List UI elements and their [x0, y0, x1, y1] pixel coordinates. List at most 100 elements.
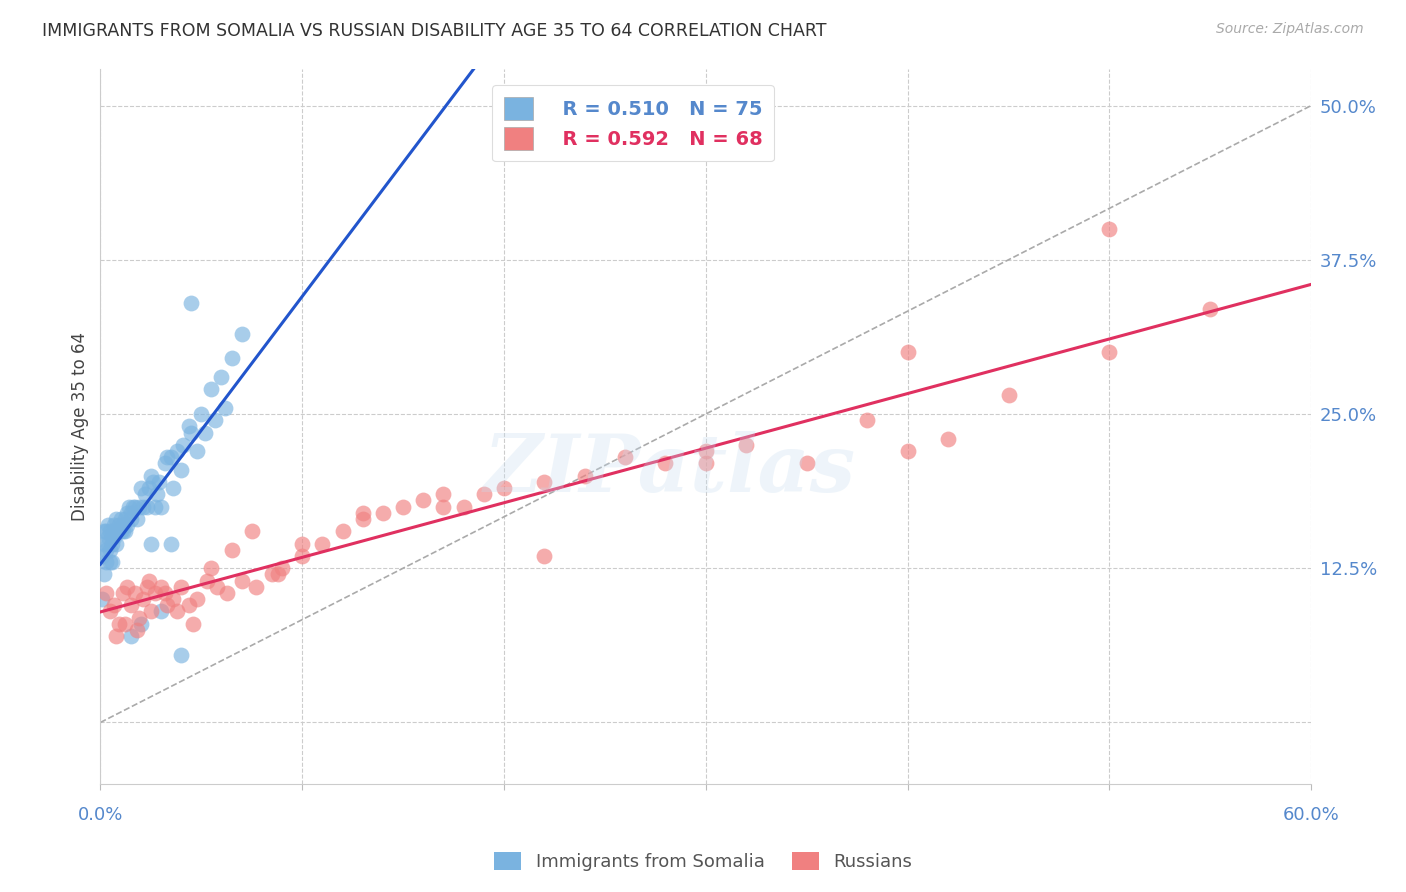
Point	[121, 500, 143, 514]
Point	[291, 536, 314, 550]
Y-axis label: Disability Age 35 to 64: Disability Age 35 to 64	[72, 332, 89, 521]
Point	[179, 419, 201, 434]
Point	[172, 438, 194, 452]
Point	[153, 586, 176, 600]
Point	[472, 487, 495, 501]
Point	[100, 524, 122, 539]
Point	[100, 542, 122, 557]
Point	[146, 487, 169, 501]
Point	[96, 524, 118, 539]
Point	[107, 616, 129, 631]
Point	[166, 444, 188, 458]
Point	[143, 500, 166, 514]
Point	[124, 500, 146, 514]
Point	[181, 616, 204, 631]
Text: 60.0%: 60.0%	[1282, 806, 1340, 824]
Point	[200, 382, 222, 396]
Point	[735, 438, 758, 452]
Point	[96, 542, 118, 557]
Point	[654, 456, 676, 470]
Point	[101, 530, 124, 544]
Point	[107, 524, 129, 539]
Point	[96, 586, 118, 600]
Text: IMMIGRANTS FROM SOMALIA VS RUSSIAN DISABILITY AGE 35 TO 64 CORRELATION CHART: IMMIGRANTS FROM SOMALIA VS RUSSIAN DISAB…	[42, 22, 827, 40]
Point	[96, 555, 118, 569]
Point	[115, 518, 138, 533]
Point	[160, 536, 183, 550]
Point	[156, 599, 179, 613]
Point	[142, 475, 165, 489]
Point	[186, 592, 208, 607]
Point	[100, 555, 122, 569]
Point	[129, 481, 152, 495]
Point	[132, 500, 155, 514]
Point	[111, 586, 134, 600]
Point	[103, 524, 125, 539]
Point	[392, 500, 415, 514]
Point	[1098, 222, 1121, 236]
Point	[132, 592, 155, 607]
Point	[332, 524, 354, 539]
Point	[120, 599, 142, 613]
Point	[194, 425, 217, 440]
Point	[245, 580, 267, 594]
Point	[91, 592, 114, 607]
Point	[105, 629, 128, 643]
Point	[149, 604, 172, 618]
Point	[91, 549, 114, 563]
Point	[101, 536, 124, 550]
Point	[138, 574, 160, 588]
Point	[574, 468, 596, 483]
Point	[110, 512, 132, 526]
Point	[453, 500, 475, 514]
Point	[170, 580, 193, 594]
Point	[260, 567, 283, 582]
Point	[100, 604, 122, 618]
Point	[311, 536, 333, 550]
Point	[432, 487, 454, 501]
Point	[156, 450, 179, 465]
Point	[432, 500, 454, 514]
Point	[190, 407, 212, 421]
Point	[207, 580, 229, 594]
Point	[533, 475, 555, 489]
Point	[111, 518, 134, 533]
Point	[179, 599, 201, 613]
Point	[103, 530, 125, 544]
Point	[134, 487, 156, 501]
Text: 0.0%: 0.0%	[77, 806, 124, 824]
Point	[101, 555, 124, 569]
Point	[180, 296, 202, 310]
Point	[120, 629, 142, 643]
Text: ZIPatlas: ZIPatlas	[484, 431, 855, 508]
Point	[186, 444, 208, 458]
Point	[120, 512, 142, 526]
Point	[162, 481, 184, 495]
Point	[204, 413, 226, 427]
Point	[139, 468, 162, 483]
Legend:   R = 0.510   N = 75,   R = 0.592   N = 68: R = 0.510 N = 75, R = 0.592 N = 68	[492, 86, 775, 161]
Point	[97, 536, 120, 550]
Point	[103, 518, 125, 533]
Point	[143, 586, 166, 600]
Point	[240, 524, 263, 539]
Point	[170, 648, 193, 662]
Text: Source: ZipAtlas.com: Source: ZipAtlas.com	[1216, 22, 1364, 37]
Point	[128, 610, 150, 624]
Point	[221, 351, 243, 366]
Point	[352, 512, 374, 526]
Point	[209, 370, 232, 384]
Point	[997, 388, 1019, 402]
Point	[105, 536, 128, 550]
Point	[138, 481, 160, 495]
Point	[180, 425, 202, 440]
Point	[221, 542, 243, 557]
Point	[148, 475, 170, 489]
Point	[1199, 302, 1222, 317]
Point	[231, 326, 253, 341]
Point	[97, 530, 120, 544]
Point	[695, 456, 717, 470]
Point	[200, 561, 222, 575]
Point	[117, 500, 139, 514]
Point	[267, 567, 290, 582]
